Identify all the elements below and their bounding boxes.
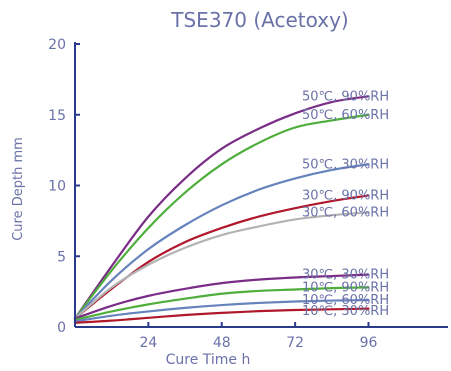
- y-tick-label-4: 20: [48, 37, 66, 53]
- x-tick-label-1: 48: [213, 335, 231, 351]
- series-label-7: 10℃, 60%RH: [302, 293, 389, 308]
- x-tick-label-0: 24: [139, 335, 157, 351]
- series-line-6: [73, 286, 370, 322]
- series-label-1: 50℃, 60%RH: [302, 108, 389, 123]
- series-line-1: [73, 113, 370, 320]
- y-tick-label-2: 10: [48, 179, 66, 195]
- x-axis-label: Cure Time h: [166, 352, 251, 368]
- y-axis-label: Cure Depth mm: [11, 137, 26, 241]
- y-tick-label-1: 5: [57, 249, 66, 265]
- y-tick-label-0: 0: [57, 320, 66, 336]
- labels-layer: 50℃, 90%RH 50℃, 60%RH 50℃, 30%RH 30℃, 90%RH…: [11, 8, 389, 368]
- series-label-8: 10℃, 30%RH: [302, 304, 389, 319]
- series-label-5: 30℃, 30%RH: [302, 268, 389, 283]
- y-tick-label-3: 15: [48, 108, 66, 124]
- series-label-6: 10℃, 90%RH: [302, 280, 389, 295]
- axes-layer: [74, 42, 448, 328]
- x-tick-label-2: 72: [286, 335, 304, 351]
- series-line-2: [73, 163, 370, 320]
- curves-layer: [73, 95, 370, 324]
- series-label-4: 30℃, 60%RH: [302, 205, 389, 220]
- series-label-0: 50℃, 90%RH: [302, 89, 389, 104]
- series-line-4: [73, 211, 370, 320]
- series-line-8: [73, 307, 370, 324]
- series-line-7: [73, 299, 370, 323]
- series-label-2: 50℃, 30%RH: [302, 157, 389, 172]
- series-line-0: [73, 95, 370, 320]
- series-label-3: 30℃, 90%RH: [302, 188, 389, 203]
- x-tick-label-3: 96: [360, 335, 378, 351]
- chart-title: TSE370 (Acetoxy): [170, 8, 348, 32]
- series-line-5: [73, 273, 370, 320]
